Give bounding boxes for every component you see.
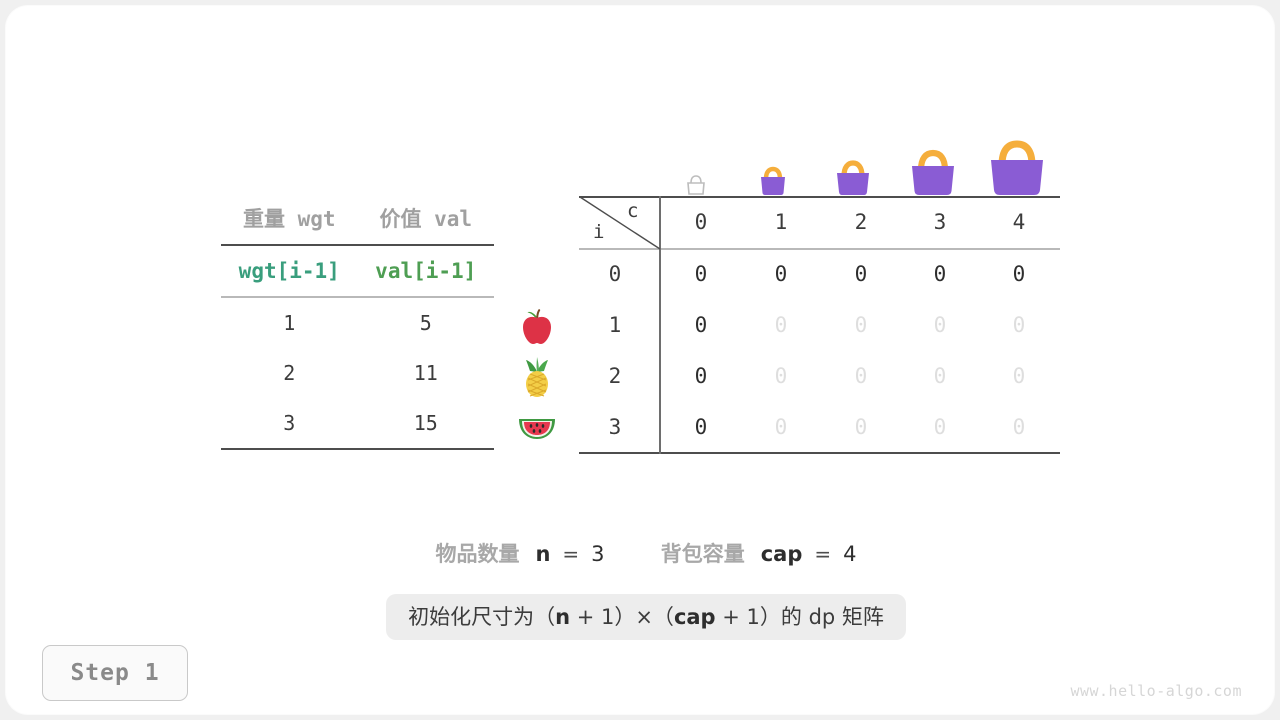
param-item-count-var: n	[535, 542, 551, 566]
bag-icon-capacity-1	[754, 162, 792, 196]
dp-corner-label-i: i	[593, 221, 605, 243]
items-table-subheader-row: wgt[i-1] val[i-1]	[221, 246, 494, 296]
param-capacity-var: cap	[760, 542, 803, 566]
dp-row-header-0: 0	[608, 262, 622, 286]
items-subheader-val: val[i-1]	[375, 259, 477, 283]
dp-col-header-1: 1	[774, 210, 788, 234]
param-capacity: 背包容量 cap = 4	[661, 538, 857, 568]
parameters-line: 物品数量 n = 3 背包容量 cap = 4	[6, 538, 1280, 568]
knapsack-bags-row	[661, 128, 1061, 196]
param-item-count: 物品数量 n = 3	[435, 538, 604, 568]
dp-cell-0-1: 0	[774, 262, 788, 286]
caption-var-cap: cap	[673, 605, 716, 629]
dp-cell-0-3: 0	[933, 262, 947, 286]
items-table-row: 2 11	[221, 348, 494, 398]
caption-var-n: n	[555, 605, 571, 629]
dp-cell-3-0: 0	[694, 415, 708, 439]
caption-pill: 初始化尺寸为（n + 1）×（cap + 1）的 dp 矩阵	[386, 594, 906, 640]
item-weight-2: 2	[283, 361, 296, 385]
items-table-rule-mid	[221, 296, 494, 298]
param-item-count-label: 物品数量	[435, 542, 520, 566]
dp-matrix-rule-header	[579, 248, 1060, 250]
dp-cell-1-3: 0	[933, 313, 947, 337]
caption-wrapper: 初始化尺寸为（n + 1）×（cap + 1）的 dp 矩阵	[6, 594, 1280, 640]
dp-cell-2-2: 0	[854, 364, 868, 388]
item-value-3: 15	[413, 411, 438, 435]
dp-row-header-3: 3	[608, 415, 622, 439]
dp-cell-3-3: 0	[933, 415, 947, 439]
dp-cell-2-1: 0	[774, 364, 788, 388]
param-capacity-label: 背包容量	[660, 542, 745, 566]
dp-matrix: c i 0 1 2 3 4 0 1 2 3 0 0 0 0 0 0 0 0 0 …	[579, 196, 1060, 454]
dp-cell-3-4: 0	[1012, 415, 1026, 439]
dp-matrix-rule-top	[579, 196, 1060, 198]
apple-icon	[511, 302, 563, 352]
dp-cell-1-4: 0	[1012, 313, 1026, 337]
items-header-weight: 重量 wgt	[242, 207, 336, 231]
bag-icon-capacity-4	[981, 132, 1053, 196]
caption-part-3: + 1）的 dp 矩阵	[715, 605, 884, 629]
bag-icon-capacity-2	[829, 154, 877, 196]
dp-col-header-3: 3	[933, 210, 947, 234]
items-subheader-wgt: wgt[i-1]	[238, 259, 340, 283]
caption-part-1: 初始化尺寸为（	[408, 605, 556, 629]
param-item-count-value: 3	[591, 542, 605, 566]
param-capacity-value: 4	[843, 542, 857, 566]
dp-corner-label-c: c	[627, 200, 639, 222]
items-table-rule-top	[221, 244, 494, 246]
dp-cell-0-0: 0	[694, 262, 708, 286]
items-header-value: 价值 val	[379, 207, 473, 231]
items-table: 重量 wgt 价值 val wgt[i-1] val[i-1] 1 5 2 11…	[221, 194, 494, 450]
items-table-row: 3 15	[221, 398, 494, 448]
param-item-count-equals: =	[562, 542, 580, 566]
dp-col-header-0: 0	[694, 210, 708, 234]
items-table-header-row: 重量 wgt 价值 val	[221, 194, 494, 244]
dp-cell-1-1: 0	[774, 313, 788, 337]
item-weight-1: 1	[283, 311, 296, 335]
items-table-rule-bottom	[221, 448, 494, 450]
dp-cell-3-1: 0	[774, 415, 788, 439]
dp-cell-2-4: 0	[1012, 364, 1026, 388]
caption-part-2: + 1）×（	[570, 605, 674, 629]
step-badge: Step 1	[42, 645, 188, 701]
dp-row-header-2: 2	[608, 364, 622, 388]
dp-row-header-1: 1	[608, 313, 622, 337]
dp-cell-1-2: 0	[854, 313, 868, 337]
slide-sheet: 重量 wgt 价值 val wgt[i-1] val[i-1] 1 5 2 11…	[6, 6, 1274, 714]
dp-cell-0-4: 0	[1012, 262, 1026, 286]
item-value-1: 5	[419, 311, 432, 335]
watermelon-icon	[511, 402, 563, 452]
dp-col-header-4: 4	[1012, 210, 1026, 234]
items-table-row: 1 5	[221, 298, 494, 348]
dp-cell-2-0: 0	[694, 364, 708, 388]
dp-cell-3-2: 0	[854, 415, 868, 439]
bag-icon-capacity-3	[903, 143, 963, 196]
dp-matrix-rule-bottom	[579, 452, 1060, 454]
pineapple-icon	[511, 352, 563, 402]
item-weight-3: 3	[283, 411, 296, 435]
dp-cell-2-3: 0	[933, 364, 947, 388]
dp-cell-1-0: 0	[694, 313, 708, 337]
dp-corner-diagonal-icon	[579, 196, 661, 250]
bag-icon-capacity-0	[683, 172, 709, 196]
dp-col-header-2: 2	[854, 210, 868, 234]
dp-matrix-vertical-divider	[659, 196, 661, 454]
param-capacity-equals: =	[814, 542, 832, 566]
dp-cell-0-2: 0	[854, 262, 868, 286]
watermark: www.hello-algo.com	[1070, 682, 1242, 700]
item-value-2: 11	[413, 361, 438, 385]
fruit-icon-column	[511, 302, 563, 452]
